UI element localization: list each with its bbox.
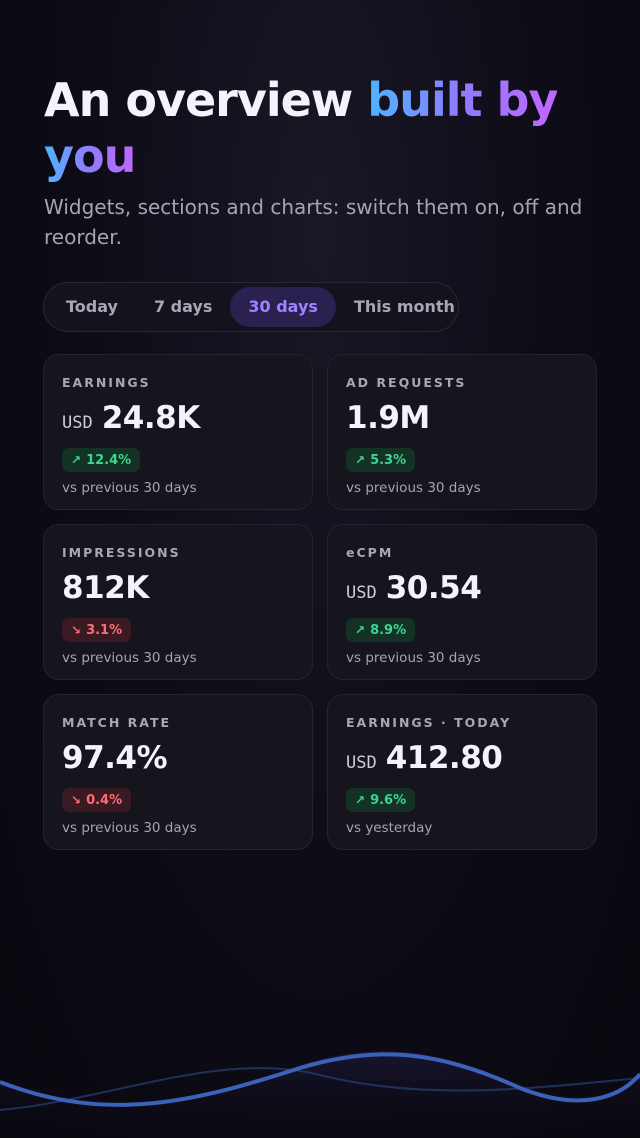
trend-arrow-icon: ↘ — [71, 793, 82, 807]
change-value: 8.9% — [370, 622, 407, 638]
compare-text: vs previous 30 days — [62, 650, 197, 666]
compare-text: vs yesterday — [346, 820, 433, 836]
metric-label: AD REQUESTS — [346, 375, 467, 390]
title-plain: An overview — [44, 73, 368, 127]
tab-30-days[interactable]: 30 days — [230, 287, 336, 327]
metric-value: 97.4% — [62, 740, 168, 776]
change-badge: ↘ 0.4% — [62, 788, 132, 812]
metric-card-ecpm[interactable]: eCPM USD 30.54 ↗ 8.9% vs previous 30 day… — [327, 524, 597, 680]
page-title: An overview built by you — [44, 72, 604, 184]
period-tabs: Today 7 days 30 days This month — [43, 282, 459, 332]
trend-arrow-icon: ↗ — [355, 793, 366, 807]
metric-label: MATCH RATE — [62, 715, 172, 730]
title-highlight-a: built by — [367, 73, 558, 127]
metric-value-row: 812K — [62, 570, 294, 610]
metric-label: IMPRESSIONS — [62, 545, 181, 560]
tab-today[interactable]: Today — [66, 297, 118, 316]
trend-arrow-icon: ↗ — [355, 623, 366, 637]
tab-7-days[interactable]: 7 days — [153, 297, 213, 316]
compare-text: vs previous 30 days — [346, 650, 481, 666]
metric-value: 30.54 — [385, 570, 482, 606]
change-value: 9.6% — [370, 792, 407, 808]
metric-card-match-rate[interactable]: MATCH RATE 97.4% ↘ 0.4% vs previous 30 d… — [43, 694, 313, 850]
metric-value: 24.8K — [101, 400, 201, 436]
metric-label: EARNINGS — [62, 375, 151, 390]
metric-value-row: USD 412.80 — [346, 740, 578, 780]
metric-currency: USD — [62, 413, 93, 433]
change-badge: ↗ 9.6% — [346, 788, 416, 812]
metric-value-row: 97.4% — [62, 740, 294, 780]
change-badge: ↗ 5.3% — [346, 448, 416, 472]
change-value: 0.4% — [86, 792, 123, 808]
tab-this-month[interactable]: This month — [353, 297, 455, 316]
wave-line-secondary — [0, 1067, 640, 1111]
change-value: 5.3% — [370, 452, 407, 468]
metric-value-row: USD 24.8K — [62, 400, 294, 440]
metric-card-earnings-today[interactable]: EARNINGS · TODAY USD 412.80 ↗ 9.6% vs ye… — [327, 694, 597, 850]
compare-text: vs previous 30 days — [62, 480, 197, 496]
metrics-grid: EARNINGS USD 24.8K ↗ 12.4% vs previous 3… — [43, 354, 598, 850]
change-badge: ↘ 3.1% — [62, 618, 132, 642]
metric-value: 412.80 — [385, 740, 503, 776]
compare-text: vs previous 30 days — [346, 480, 481, 496]
trend-arrow-icon: ↗ — [71, 453, 82, 467]
metric-label: EARNINGS · TODAY — [346, 715, 512, 730]
metric-value: 1.9M — [346, 400, 430, 436]
trend-arrow-icon: ↘ — [71, 623, 82, 637]
metric-value-row: USD 30.54 — [346, 570, 578, 610]
metric-value: 812K — [62, 570, 149, 606]
page-subtitle: Widgets, sections and charts: switch the… — [44, 195, 583, 249]
wave-line-primary — [0, 1052, 640, 1107]
metric-label: eCPM — [346, 545, 394, 560]
trend-arrow-icon: ↗ — [355, 453, 366, 467]
change-badge: ↗ 8.9% — [346, 618, 416, 642]
change-value: 3.1% — [86, 622, 123, 638]
hero: An overview built by you Widgets, section… — [44, 72, 604, 252]
change-value: 12.4% — [86, 452, 132, 468]
metric-currency: USD — [346, 753, 377, 773]
metric-card-earnings[interactable]: EARNINGS USD 24.8K ↗ 12.4% vs previous 3… — [43, 354, 313, 510]
change-badge: ↗ 12.4% — [62, 448, 141, 472]
metric-value-row: 1.9M — [346, 400, 578, 440]
metric-card-ad-requests[interactable]: AD REQUESTS 1.9M ↗ 5.3% vs previous 30 d… — [327, 354, 597, 510]
title-highlight-b: you — [44, 129, 136, 183]
compare-text: vs previous 30 days — [62, 820, 197, 836]
metric-currency: USD — [346, 583, 377, 603]
decorative-waves — [0, 1051, 640, 1138]
metric-card-impressions[interactable]: IMPRESSIONS 812K ↘ 3.1% vs previous 30 d… — [43, 524, 313, 680]
